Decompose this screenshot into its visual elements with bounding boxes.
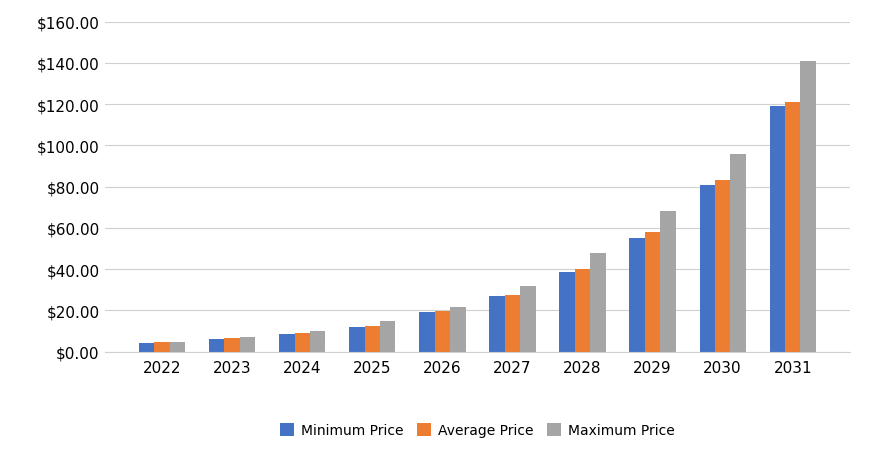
Bar	[575, 270, 590, 352]
Bar	[700, 185, 715, 352]
Bar	[661, 212, 675, 352]
Bar	[490, 296, 505, 352]
Bar	[350, 327, 364, 352]
Bar	[139, 344, 154, 352]
Bar	[170, 342, 185, 352]
Legend: Minimum Price, Average Price, Maximum Price: Minimum Price, Average Price, Maximum Pr…	[274, 418, 681, 443]
Bar	[224, 338, 240, 352]
Bar	[801, 62, 816, 352]
Bar	[310, 331, 325, 352]
Bar	[240, 337, 255, 352]
Bar	[785, 103, 801, 352]
Bar	[505, 295, 520, 352]
Bar	[645, 232, 661, 352]
Bar	[770, 107, 785, 352]
Bar	[294, 333, 310, 352]
Bar	[520, 286, 535, 352]
Bar	[380, 321, 395, 352]
Bar	[560, 272, 575, 352]
Bar	[450, 308, 465, 352]
Bar	[279, 334, 294, 352]
Bar	[590, 253, 605, 352]
Bar	[209, 340, 224, 352]
Bar	[630, 239, 645, 352]
Bar	[434, 312, 450, 352]
Bar	[715, 181, 731, 352]
Bar	[731, 154, 745, 352]
Bar	[420, 313, 434, 352]
Bar	[364, 326, 380, 352]
Bar	[154, 342, 170, 352]
